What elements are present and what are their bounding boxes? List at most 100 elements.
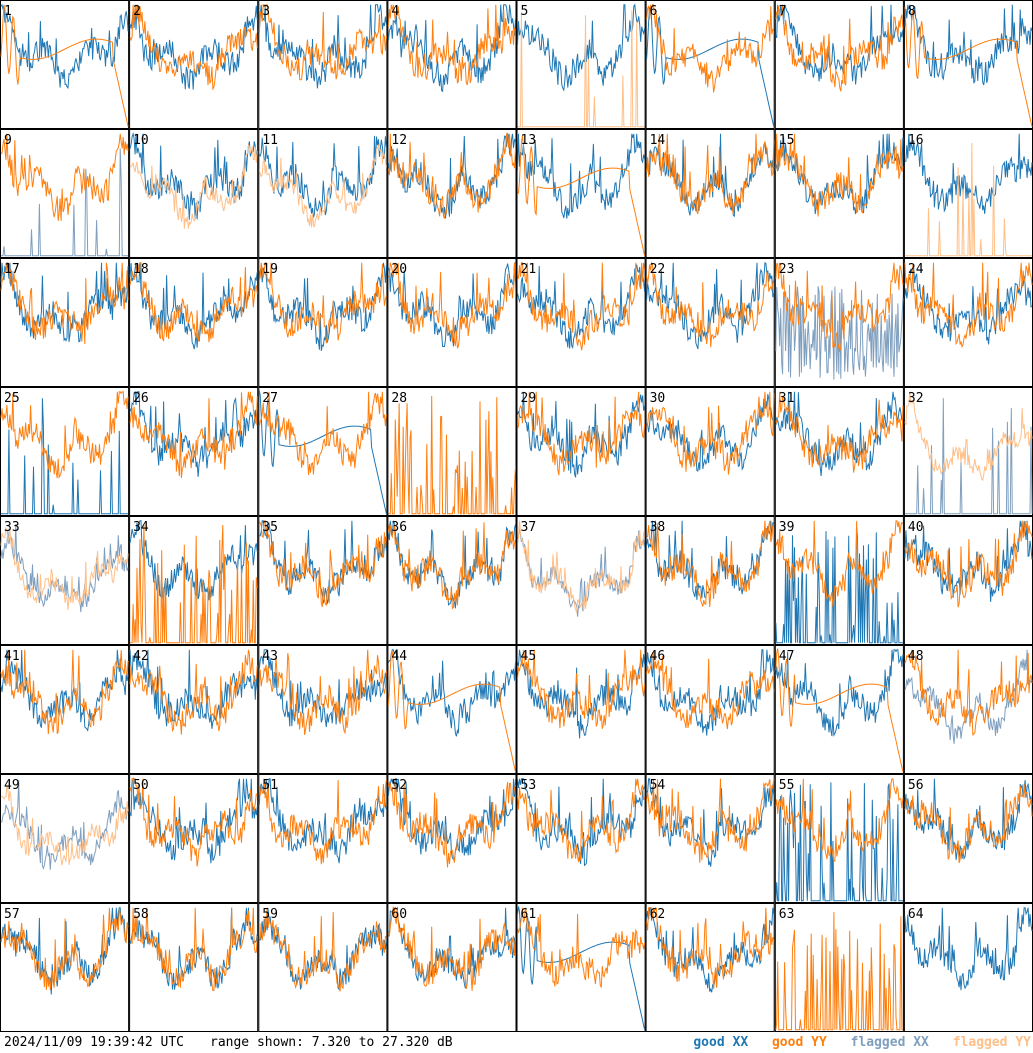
xx-series-line [775, 4, 904, 85]
panel-frame [258, 774, 388, 903]
panel-frame [0, 516, 130, 645]
xx-series-line [258, 390, 387, 514]
yy-series-line [904, 520, 1033, 608]
panel-frame [129, 645, 259, 774]
xx-series-line [646, 133, 775, 218]
yy-series-line [387, 651, 516, 772]
panel-number: 53 [521, 778, 537, 793]
panel-frame [645, 129, 775, 258]
yy-series-line [258, 262, 387, 344]
panel-frame [129, 258, 259, 387]
panel-number: 40 [908, 520, 924, 535]
xx-series-line [904, 398, 1033, 515]
xx-series-line [646, 5, 775, 127]
panel-frame [774, 129, 904, 258]
panel-frame [387, 516, 517, 645]
panel-number: 28 [391, 391, 407, 406]
legend: good XX good YY flagged XX flagged YY [677, 1035, 1031, 1050]
xx-series-line [387, 649, 516, 737]
yy-series-line [388, 395, 516, 515]
panel-frame [387, 258, 517, 387]
panel-number: 39 [779, 520, 795, 535]
panel-number: 27 [262, 391, 278, 406]
panel-number: 29 [521, 391, 537, 406]
panel-frame [387, 129, 517, 258]
panel-number: 19 [262, 262, 278, 277]
xx-series-line [904, 649, 1033, 744]
yy-series-line [775, 262, 904, 353]
panel-number: 31 [779, 391, 795, 406]
xx-series-line [129, 907, 258, 990]
panel-number: 38 [650, 520, 666, 535]
panel-number: 18 [133, 262, 149, 277]
yy-series-line [0, 262, 129, 345]
panel-frame [516, 0, 646, 129]
panel-frame [645, 0, 775, 129]
panel-frame [516, 645, 646, 774]
panel-frame [516, 774, 646, 903]
xx-series-line [904, 4, 1033, 86]
panel-number: 35 [262, 520, 278, 535]
legend-good-xx: good XX [693, 1035, 749, 1050]
yy-series-line [775, 133, 904, 217]
panel-number: 15 [779, 133, 795, 148]
panel-frame [387, 903, 517, 1032]
panel-frame [645, 258, 775, 387]
xx-series-line [0, 262, 129, 343]
panel-frame [387, 387, 517, 516]
panel-frame [516, 258, 646, 387]
panel-frame [774, 645, 904, 774]
panel-number: 64 [908, 907, 924, 922]
panel-number: 47 [779, 649, 795, 664]
panel-number: 25 [4, 391, 20, 406]
yy-series-line [517, 520, 646, 613]
panel-number: 30 [650, 391, 666, 406]
xx-series-line [1, 148, 129, 257]
xx-series-line [904, 267, 1033, 345]
xx-series-line [775, 133, 904, 215]
panel-number: 42 [133, 649, 149, 664]
panel-frame [645, 387, 775, 516]
xx-series-line [517, 391, 646, 478]
panel-number: 59 [262, 907, 278, 922]
panel-frame [258, 903, 388, 1032]
yy-series-line [130, 523, 258, 644]
panel-frame [774, 903, 904, 1032]
panel-frame [516, 387, 646, 516]
yy-series-line [388, 262, 516, 349]
footer: 2024/11/09 19:39:42 UTC range shown: 7.3… [0, 1033, 1033, 1053]
panel-frame [774, 258, 904, 387]
panel-frame [129, 387, 259, 516]
yy-series-line [387, 4, 516, 86]
panel-frame [516, 903, 646, 1032]
yy-series-line [0, 391, 129, 479]
yy-series-line [775, 778, 904, 862]
panel-number: 63 [779, 907, 795, 922]
panel-number: 56 [908, 778, 924, 793]
panel-frame [129, 903, 259, 1032]
panel-number: 54 [650, 778, 666, 793]
panel-frame [0, 129, 130, 258]
xx-series-line [517, 525, 646, 617]
panel-number: 60 [391, 907, 407, 922]
panel-number: 5 [521, 4, 529, 19]
xx-series-line [129, 131, 258, 220]
yy-series-line [904, 649, 1033, 736]
xx-series-line [517, 3, 646, 92]
panel-frame [516, 129, 646, 258]
panel-frame [129, 129, 259, 258]
yy-series-line [517, 262, 646, 351]
panel-number: 1 [4, 4, 12, 19]
xx-series-line [517, 264, 646, 349]
xx-series-line [517, 906, 646, 1030]
xx-series-line [0, 523, 129, 613]
panel-frame [0, 387, 130, 516]
panel-frame [258, 387, 388, 516]
panel-number: 13 [521, 133, 537, 148]
panel-number: 9 [4, 133, 12, 148]
xx-series-line [0, 3, 129, 90]
yy-series-line [646, 778, 775, 863]
panel-number: 44 [391, 649, 407, 664]
yy-series-line [646, 391, 775, 475]
